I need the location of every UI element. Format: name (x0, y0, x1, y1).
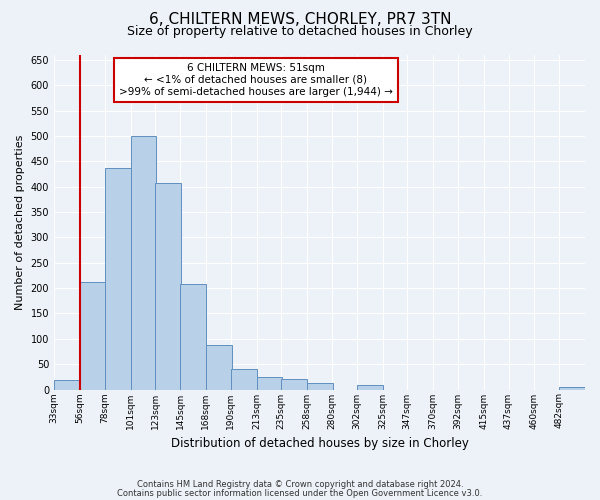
Bar (230, 369, 257, 390)
Bar (206, 346, 232, 390)
Text: 6 CHILTERN MEWS: 51sqm
← <1% of detached houses are smaller (8)
>99% of semi-det: 6 CHILTERN MEWS: 51sqm ← <1% of detached… (119, 64, 393, 96)
Bar (307, 383, 333, 390)
Bar (356, 386, 383, 390)
Bar (257, 377, 283, 390)
Bar (131, 136, 157, 390)
Text: Contains public sector information licensed under the Open Government Licence v3: Contains public sector information licen… (118, 488, 482, 498)
Bar (281, 380, 307, 390)
Bar (104, 168, 131, 390)
Text: Size of property relative to detached houses in Chorley: Size of property relative to detached ho… (127, 25, 473, 38)
Y-axis label: Number of detached properties: Number of detached properties (15, 134, 25, 310)
Bar (559, 387, 585, 390)
Bar (80, 282, 106, 390)
Text: Contains HM Land Registry data © Crown copyright and database right 2024.: Contains HM Land Registry data © Crown c… (137, 480, 463, 489)
Bar (155, 182, 181, 390)
Bar (180, 284, 206, 390)
Text: 6, CHILTERN MEWS, CHORLEY, PR7 3TN: 6, CHILTERN MEWS, CHORLEY, PR7 3TN (149, 12, 451, 28)
X-axis label: Distribution of detached houses by size in Chorley: Distribution of detached houses by size … (170, 437, 469, 450)
Bar (54, 380, 80, 390)
